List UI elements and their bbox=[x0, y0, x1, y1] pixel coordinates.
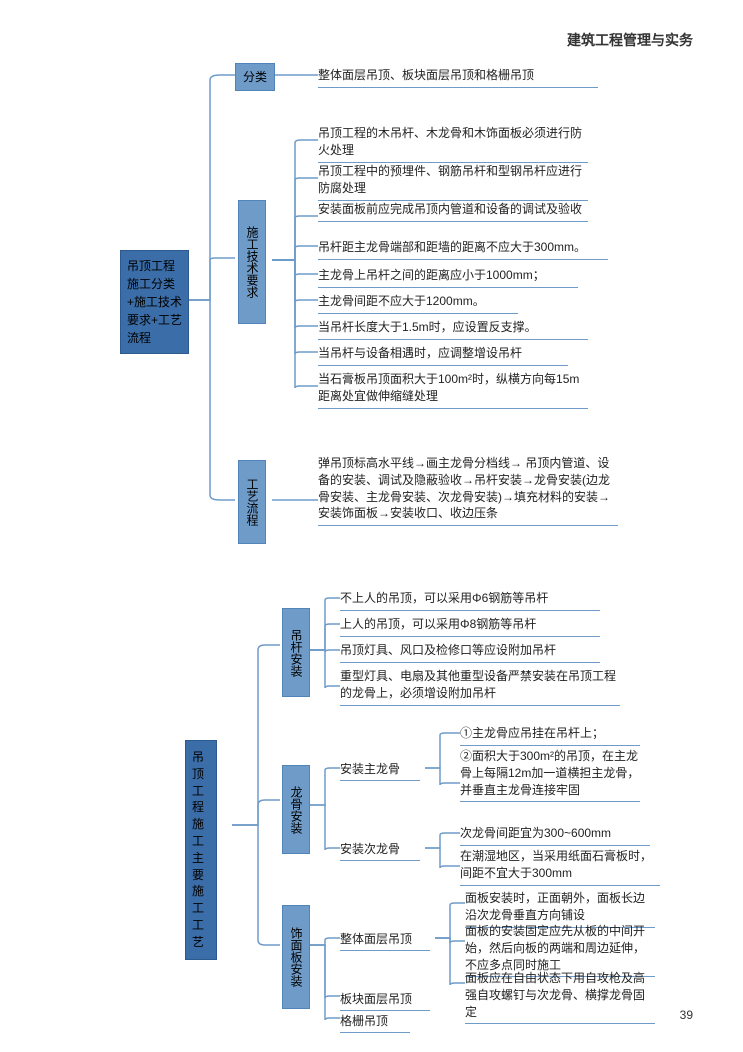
sub-label: 安装主龙骨 bbox=[340, 760, 420, 781]
tree2-root: 吊顶工程施工主要施工工艺 bbox=[185, 740, 217, 960]
tree1-branch-process: 工艺流程 bbox=[238, 460, 266, 544]
leaf: 上人的吊顶，可以采用Φ8钢筋等吊杆 bbox=[340, 616, 600, 637]
tree2-branch-keel: 龙骨安装 bbox=[282, 765, 310, 854]
sub-label: 整体面层吊顶 bbox=[340, 930, 430, 951]
leaf: 面板应在自由状态下用自攻枪及高强自攻螺钉与次龙骨、横撑龙骨固定 bbox=[465, 970, 655, 1024]
tree2-branch-panel: 饰面板安装 bbox=[282, 905, 310, 1009]
page: 建筑工程管理与实务 39 bbox=[0, 0, 743, 1052]
sub-label: 安装次龙骨 bbox=[340, 840, 420, 861]
leaf: 次龙骨间距宜为300~600mm bbox=[460, 825, 650, 846]
leaf: 弹吊顶标高水平线→画主龙骨分档线→ 吊顶内管道、设备的安装、调试及隐蔽验收→吊杆… bbox=[318, 455, 618, 526]
tree2-branch-hanger: 吊杆安装 bbox=[282, 608, 310, 697]
leaf: 吊杆距主龙骨端部和距墙的距离不应大于300mm。 bbox=[318, 239, 608, 260]
leaf: 当吊杆长度大于1.5m时，应设置反支撑。 bbox=[318, 319, 588, 340]
tree1-root-label: 吊顶工程施工分类+施工技术要求+工艺流程 bbox=[127, 259, 182, 345]
label: 施工技术要求 bbox=[245, 226, 259, 298]
leaf: 吊顶灯具、风口及检修口等应设附加吊杆 bbox=[340, 642, 600, 663]
label: 龙骨安装 bbox=[289, 786, 303, 834]
leaf: 当石膏板吊顶面积大于100m²时，纵横方向每15m距离处宜做伸缩缝处理 bbox=[318, 371, 588, 409]
page-header: 建筑工程管理与实务 bbox=[567, 30, 693, 50]
leaf: 主龙骨上吊杆之间的距离应小于1000mm； bbox=[318, 267, 578, 288]
label: 工艺流程 bbox=[245, 478, 259, 526]
tree2-root-label: 吊顶工程施工主要施工工艺 bbox=[192, 750, 204, 949]
leaf: 不上人的吊顶，可以采用Φ6钢筋等吊杆 bbox=[340, 590, 600, 611]
leaf: 吊顶工程的木吊杆、木龙骨和木饰面板必须进行防火处理 bbox=[318, 125, 588, 163]
tree1-branch-tech: 施工技术要求 bbox=[238, 200, 266, 324]
label: 分类 bbox=[243, 70, 267, 84]
sub-label: 板块面层吊顶 bbox=[340, 990, 430, 1011]
tree1-root: 吊顶工程施工分类+施工技术要求+工艺流程 bbox=[120, 250, 189, 354]
leaf: 面板安装时，正面朝外，面板长边沿次龙骨垂直方向铺设 bbox=[465, 890, 655, 928]
leaf: 当吊杆与设备相遇时，应调整增设吊杆 bbox=[318, 345, 568, 366]
tree1-branch-classification: 分类 bbox=[235, 63, 275, 91]
leaf: ②面积大于300m²的吊顶，在主龙骨上每隔12m加一道横担主龙骨，并垂直主龙骨连… bbox=[460, 748, 640, 802]
page-number: 39 bbox=[680, 1008, 693, 1022]
leaf: 在潮湿地区，当采用纸面石膏板时，间距不宜大于300mm bbox=[460, 848, 660, 886]
leaf: ①主龙骨应吊挂在吊杆上； bbox=[460, 725, 640, 746]
label: 吊杆安装 bbox=[289, 629, 303, 677]
leaf: 安装面板前应完成吊顶内管道和设备的调试及验收 bbox=[318, 201, 588, 222]
label: 饰面板安装 bbox=[289, 927, 303, 987]
leaf: 主龙骨间距不应大于1200mm。 bbox=[318, 293, 518, 314]
leaf: 重型灯具、电扇及其他重型设备严禁安装在吊顶工程的龙骨上，必须增设附加吊杆 bbox=[340, 668, 620, 706]
sub-label: 格栅吊顶 bbox=[340, 1012, 410, 1033]
leaf: 吊顶工程中的预埋件、钢筋吊杆和型钢吊杆应进行防腐处理 bbox=[318, 163, 588, 201]
leaf: 整体面层吊顶、板块面层吊顶和格栅吊顶 bbox=[318, 67, 598, 88]
